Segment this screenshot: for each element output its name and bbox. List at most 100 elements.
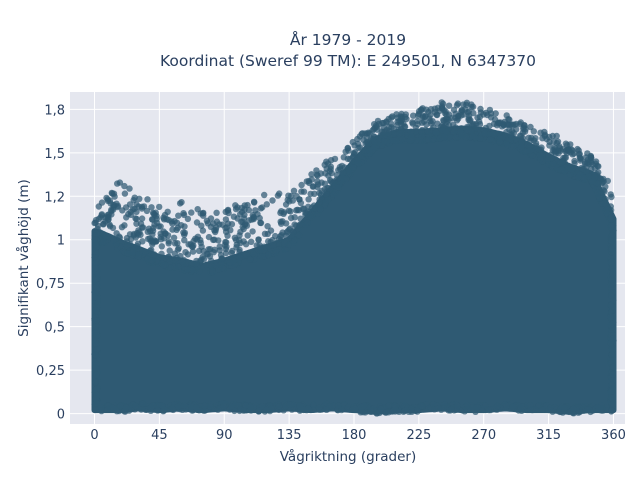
data-point bbox=[423, 106, 430, 113]
data-point bbox=[350, 164, 357, 171]
data-point bbox=[211, 246, 218, 253]
data-point bbox=[244, 232, 251, 239]
data-point bbox=[481, 130, 488, 137]
data-point bbox=[607, 339, 614, 347]
data-point bbox=[257, 205, 265, 212]
data-point bbox=[354, 135, 361, 143]
data-point bbox=[150, 224, 157, 232]
data-point bbox=[439, 100, 447, 108]
data-point bbox=[242, 241, 250, 248]
data-point bbox=[546, 133, 553, 141]
data-point bbox=[135, 251, 142, 258]
data-point bbox=[344, 145, 351, 152]
data-point bbox=[92, 406, 99, 414]
data-point bbox=[91, 293, 99, 301]
data-point bbox=[477, 105, 484, 113]
data-point bbox=[327, 157, 335, 164]
data-point bbox=[184, 266, 191, 273]
data-point bbox=[297, 215, 304, 222]
data-point bbox=[570, 150, 578, 157]
data-point bbox=[302, 221, 309, 229]
data-point bbox=[513, 135, 520, 143]
data-point bbox=[100, 238, 107, 246]
data-point bbox=[149, 239, 157, 246]
data-point bbox=[407, 128, 415, 135]
data-point bbox=[608, 246, 615, 253]
data-point bbox=[194, 206, 201, 213]
data-point bbox=[201, 402, 208, 410]
data-point bbox=[286, 226, 293, 233]
x-tick-label: 0 bbox=[90, 428, 98, 443]
data-point bbox=[362, 140, 369, 147]
data-point bbox=[443, 111, 450, 119]
data-point bbox=[509, 403, 517, 411]
data-point bbox=[317, 191, 325, 198]
data-point bbox=[132, 402, 139, 410]
data-point bbox=[158, 402, 166, 409]
data-point bbox=[111, 405, 119, 413]
data-point bbox=[250, 198, 258, 205]
data-point bbox=[433, 111, 440, 118]
chart-title-line-1: År 1979 - 2019 bbox=[290, 30, 406, 49]
data-point bbox=[469, 404, 476, 411]
data-point bbox=[486, 136, 494, 143]
data-point bbox=[92, 351, 100, 359]
data-point bbox=[608, 407, 615, 414]
data-point bbox=[571, 157, 578, 165]
data-point bbox=[259, 403, 266, 410]
data-point bbox=[93, 346, 101, 353]
data-point bbox=[401, 123, 408, 130]
data-point bbox=[181, 229, 189, 237]
data-point bbox=[607, 322, 614, 329]
data-point bbox=[314, 183, 321, 191]
data-point bbox=[608, 292, 615, 299]
data-point bbox=[385, 402, 392, 409]
y-tick-label: 0,25 bbox=[36, 364, 65, 379]
data-point bbox=[208, 257, 215, 265]
data-point bbox=[452, 124, 459, 131]
data-point bbox=[291, 214, 298, 221]
data-point bbox=[174, 403, 181, 410]
data-point bbox=[402, 113, 409, 121]
data-point bbox=[610, 268, 617, 275]
data-point bbox=[264, 223, 271, 230]
data-point bbox=[369, 135, 377, 143]
data-point bbox=[401, 407, 408, 415]
data-point bbox=[269, 197, 276, 204]
data-point bbox=[275, 403, 283, 410]
data-point bbox=[503, 402, 510, 409]
data-point bbox=[237, 210, 244, 218]
data-point bbox=[487, 114, 495, 121]
data-point bbox=[445, 122, 453, 129]
data-point bbox=[330, 191, 337, 198]
data-point bbox=[127, 241, 134, 248]
data-point bbox=[129, 249, 136, 256]
data-point bbox=[158, 243, 165, 250]
data-point bbox=[608, 276, 616, 283]
data-point bbox=[371, 124, 379, 132]
data-point bbox=[474, 114, 481, 121]
data-point bbox=[242, 402, 249, 409]
data-point bbox=[228, 249, 235, 257]
data-point bbox=[193, 260, 200, 267]
data-point bbox=[441, 133, 448, 141]
data-point bbox=[179, 258, 186, 265]
data-point bbox=[156, 203, 163, 211]
x-tick-label: 45 bbox=[151, 428, 168, 443]
data-point bbox=[510, 143, 517, 150]
data-point bbox=[409, 119, 416, 126]
data-point bbox=[428, 120, 435, 127]
data-point bbox=[281, 239, 288, 247]
data-point bbox=[527, 406, 534, 413]
data-point bbox=[222, 216, 230, 223]
data-point bbox=[126, 185, 133, 192]
data-point bbox=[92, 265, 99, 272]
data-point bbox=[469, 133, 476, 140]
data-point bbox=[413, 128, 420, 135]
data-point bbox=[530, 128, 537, 135]
data-point bbox=[609, 371, 616, 378]
data-point bbox=[587, 159, 595, 166]
data-point bbox=[263, 201, 270, 208]
data-point bbox=[526, 147, 533, 154]
